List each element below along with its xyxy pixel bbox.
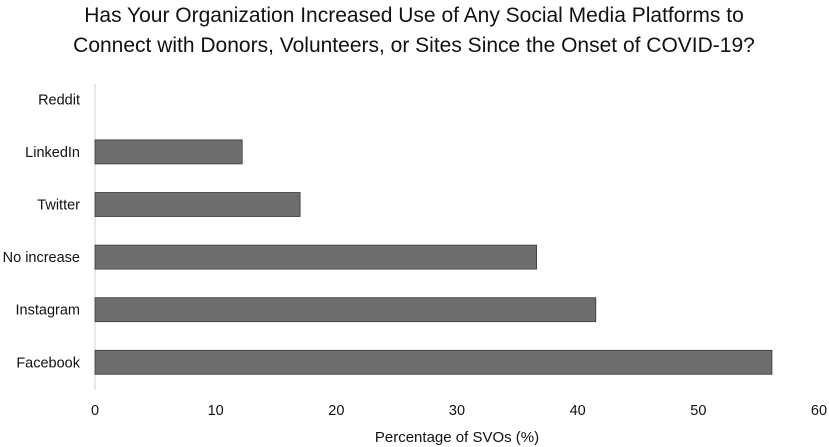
category-labels: Reddit LinkedIn Twitter No increase Instagra…	[3, 92, 81, 371]
bars	[94, 139, 773, 375]
x-tick-label: 60	[811, 403, 827, 419]
x-tick-label: 20	[328, 403, 344, 419]
bar-linkedin	[94, 139, 243, 165]
chart-title-line-1: Has Your Organization Increased Use of A…	[84, 4, 744, 27]
x-axis-title: Percentage of SVOs (%)	[375, 429, 539, 446]
x-tick-label: 30	[449, 403, 465, 419]
x-tick-labels: 0 10 20 30 40 50 60	[91, 403, 827, 419]
category-label: Reddit	[38, 92, 80, 108]
chart-title-line-2: Connect with Donors, Volunteers, or Site…	[73, 34, 755, 57]
category-label: Facebook	[16, 355, 80, 371]
category-label: No increase	[3, 250, 80, 266]
chart-title: Has Your Organization Increased Use of A…	[73, 4, 755, 57]
x-tick-label: 10	[208, 403, 224, 419]
category-label: Instagram	[16, 303, 80, 319]
bar-facebook	[94, 349, 773, 375]
x-tick-label: 50	[690, 403, 706, 419]
bar-no-increase	[94, 244, 538, 270]
category-label: LinkedIn	[25, 145, 80, 161]
bar-twitter	[94, 192, 301, 217]
x-tick-label: 40	[570, 403, 586, 419]
x-tick-label: 0	[91, 403, 99, 419]
category-label: Twitter	[37, 198, 80, 214]
bar-instagram	[94, 297, 597, 323]
